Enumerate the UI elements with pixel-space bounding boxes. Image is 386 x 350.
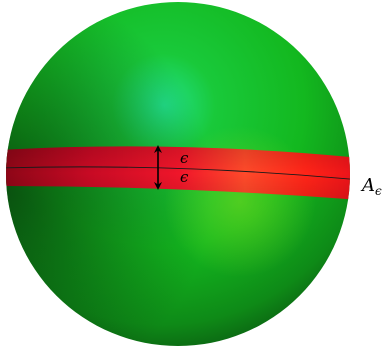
upper-epsilon-label: ϵ xyxy=(180,149,189,167)
lower-epsilon-label: ϵ xyxy=(180,168,189,186)
equator-line xyxy=(6,166,350,181)
band-name-subscript: ϵ xyxy=(375,184,382,198)
band-name-label: Aϵ xyxy=(360,175,382,198)
band-name-main: A xyxy=(360,175,375,196)
epsilon-band-shading xyxy=(6,146,350,200)
